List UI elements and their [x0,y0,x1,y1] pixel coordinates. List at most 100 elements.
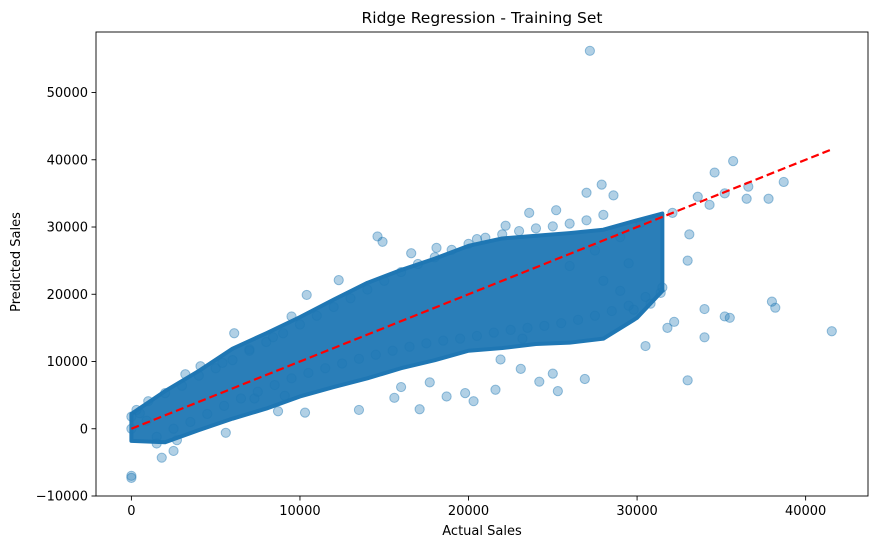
data-point [441,391,452,402]
data-point [581,187,592,198]
data-point [353,404,365,416]
data-point [379,275,390,286]
x-tick-label: 0 [127,504,135,519]
data-point [524,207,535,218]
data-point [446,244,457,255]
data-point [412,258,424,270]
data-point [278,328,289,339]
data-point [547,368,558,379]
data-point [778,176,789,188]
data-point [471,234,483,245]
data-point [556,318,567,329]
data-point [126,470,137,481]
data-point [370,349,381,360]
data-point [404,341,415,352]
data-point [279,390,290,401]
data-point [438,335,449,346]
data-point [682,255,693,266]
data-point [530,223,542,234]
data-point [168,445,179,457]
data-point [596,179,607,190]
data-point [421,338,432,349]
data-point [719,311,730,322]
data-point [598,275,609,286]
data-point [336,358,348,369]
x-tick-label: 30000 [616,504,657,519]
data-point [171,435,183,446]
x-tick-label: 10000 [279,504,320,519]
data-point [662,322,673,333]
data-point [551,205,562,216]
data-point [728,156,739,167]
data-point [497,229,508,240]
data-point [429,252,440,263]
data-point [763,193,774,204]
data-point [395,266,407,278]
data-point [303,367,314,379]
data-point [515,363,526,375]
data-point [539,320,550,331]
data-point [766,296,778,307]
data-point [395,381,407,393]
data-point [301,289,312,301]
data-point [655,287,666,299]
data-point [608,190,619,201]
data-point [389,392,400,403]
x-tick-label: 20000 [448,504,489,519]
data-point [320,363,331,374]
data-point [353,353,365,364]
data-point [623,300,634,311]
chart-title: Ridge Regression - Training Set [362,9,603,27]
data-point [724,312,735,323]
data-point [219,400,230,411]
data-point [657,282,668,293]
data-point [623,258,634,269]
data-point [589,310,601,321]
data-point [151,431,162,442]
data-point [454,333,466,344]
data-point [770,302,781,313]
data-point [294,319,306,330]
data-point [606,305,617,317]
data-point [286,311,297,322]
data-point [471,330,483,342]
data-point [640,340,651,352]
data-point [463,238,474,249]
data-point [229,328,240,339]
data-point [534,376,545,387]
data-point [682,375,693,386]
data-point [495,354,506,365]
y-tick-label: −10000 [36,490,88,505]
data-point [480,232,491,243]
data-point [244,345,255,356]
data-point [645,298,656,309]
data-point [311,310,322,321]
data-point [377,236,388,247]
data-point [249,393,260,404]
data-point [468,396,479,407]
data-point [406,248,417,259]
data-point [598,209,609,221]
data-point [193,370,204,381]
y-tick-label: 30000 [47,221,88,236]
data-point [564,260,575,272]
data-point [244,344,255,355]
data-point [151,438,162,449]
data-point [333,275,344,286]
data-point [564,218,575,229]
data-point [547,221,558,232]
data-point [431,242,442,253]
dense-point-cloud [129,211,665,445]
reference-line-layer [130,148,833,430]
axes: 0 10000 20000 30000 40000 −10000 0 10000 20000 30… [36,31,869,519]
plot-frame [95,31,869,497]
data-point [572,314,584,325]
data-point [709,167,720,178]
data-point [640,291,651,303]
x-tick-label: 40000 [785,504,826,519]
data-point [513,225,525,237]
data-point [126,472,137,483]
y-tick-label: 50000 [47,86,88,101]
data-point [669,316,680,327]
data-point [362,284,373,295]
